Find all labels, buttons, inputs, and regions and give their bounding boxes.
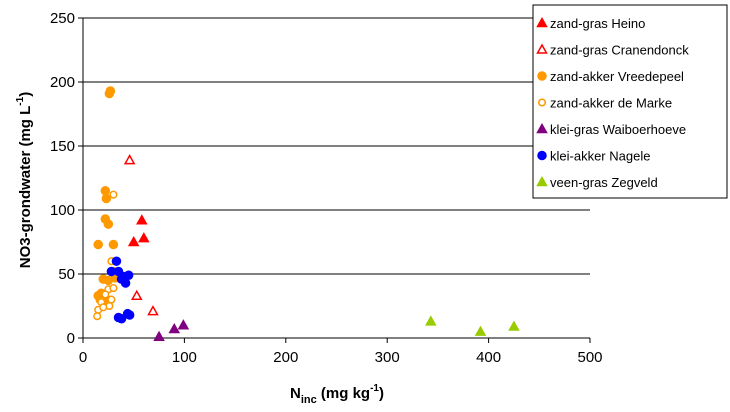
marker	[109, 190, 118, 199]
legend-label: veen-gras Zegveld	[550, 175, 658, 190]
marker	[122, 308, 133, 319]
marker	[508, 320, 520, 331]
marker	[537, 71, 547, 81]
y-tick-label: 0	[67, 330, 75, 347]
x-tick-label: 500	[577, 349, 602, 366]
marker	[536, 122, 548, 134]
marker	[537, 98, 547, 107]
y-axis-label: NO3-grondwater (mg L-1)	[15, 92, 34, 268]
legend-label: klei-gras Waiboerhoeve	[550, 122, 686, 137]
x-tick-label: 400	[476, 349, 501, 366]
y-tick-label: 50	[58, 266, 75, 283]
marker	[123, 154, 136, 165]
marker	[99, 303, 108, 312]
x-tick-label: 300	[375, 349, 400, 366]
marker	[101, 193, 112, 204]
x-tick-label: 0	[79, 349, 87, 366]
legend: zand-gras Heino zand-gras Cranendonck zand…	[532, 4, 728, 199]
y-tick-label: 100	[50, 202, 75, 219]
legend-label: zand-gras Cranendonck	[550, 43, 689, 58]
marker	[107, 295, 116, 304]
marker	[537, 150, 547, 161]
marker	[103, 219, 114, 229]
y-tick-label: 250	[50, 10, 75, 27]
marker	[536, 175, 548, 187]
legend-label: zand-akker de Marke	[550, 96, 672, 111]
marker	[116, 314, 127, 324]
marker	[153, 330, 165, 341]
legend-box	[532, 4, 728, 199]
marker	[120, 278, 131, 288]
x-tick-label: 100	[172, 349, 197, 366]
marker	[108, 239, 119, 250]
marker	[111, 256, 122, 266]
marker	[474, 325, 487, 336]
marker	[168, 323, 181, 334]
legend-label: klei-akker Nagele	[550, 149, 650, 164]
y-tick-label: 150	[50, 138, 75, 155]
marker	[109, 284, 118, 293]
x-axis-label: Ninc (mg kg-1)	[290, 383, 384, 406]
marker	[536, 43, 548, 54]
marker	[93, 239, 103, 250]
x-tick-label: 200	[273, 349, 298, 366]
marker	[127, 235, 140, 247]
marker	[425, 315, 437, 326]
legend-label: zand-gras Heino	[550, 16, 645, 31]
marker	[147, 305, 159, 316]
marker	[536, 16, 548, 28]
legend-label: zand-akker Vreedepeel	[550, 69, 684, 84]
marker	[177, 319, 190, 330]
marker	[123, 270, 134, 281]
marker	[136, 214, 148, 225]
marker	[100, 186, 111, 196]
marker	[104, 88, 115, 99]
marker	[93, 312, 102, 321]
marker	[130, 289, 143, 301]
marker	[138, 232, 150, 243]
y-tick-label: 200	[50, 74, 75, 91]
marker	[101, 290, 110, 299]
